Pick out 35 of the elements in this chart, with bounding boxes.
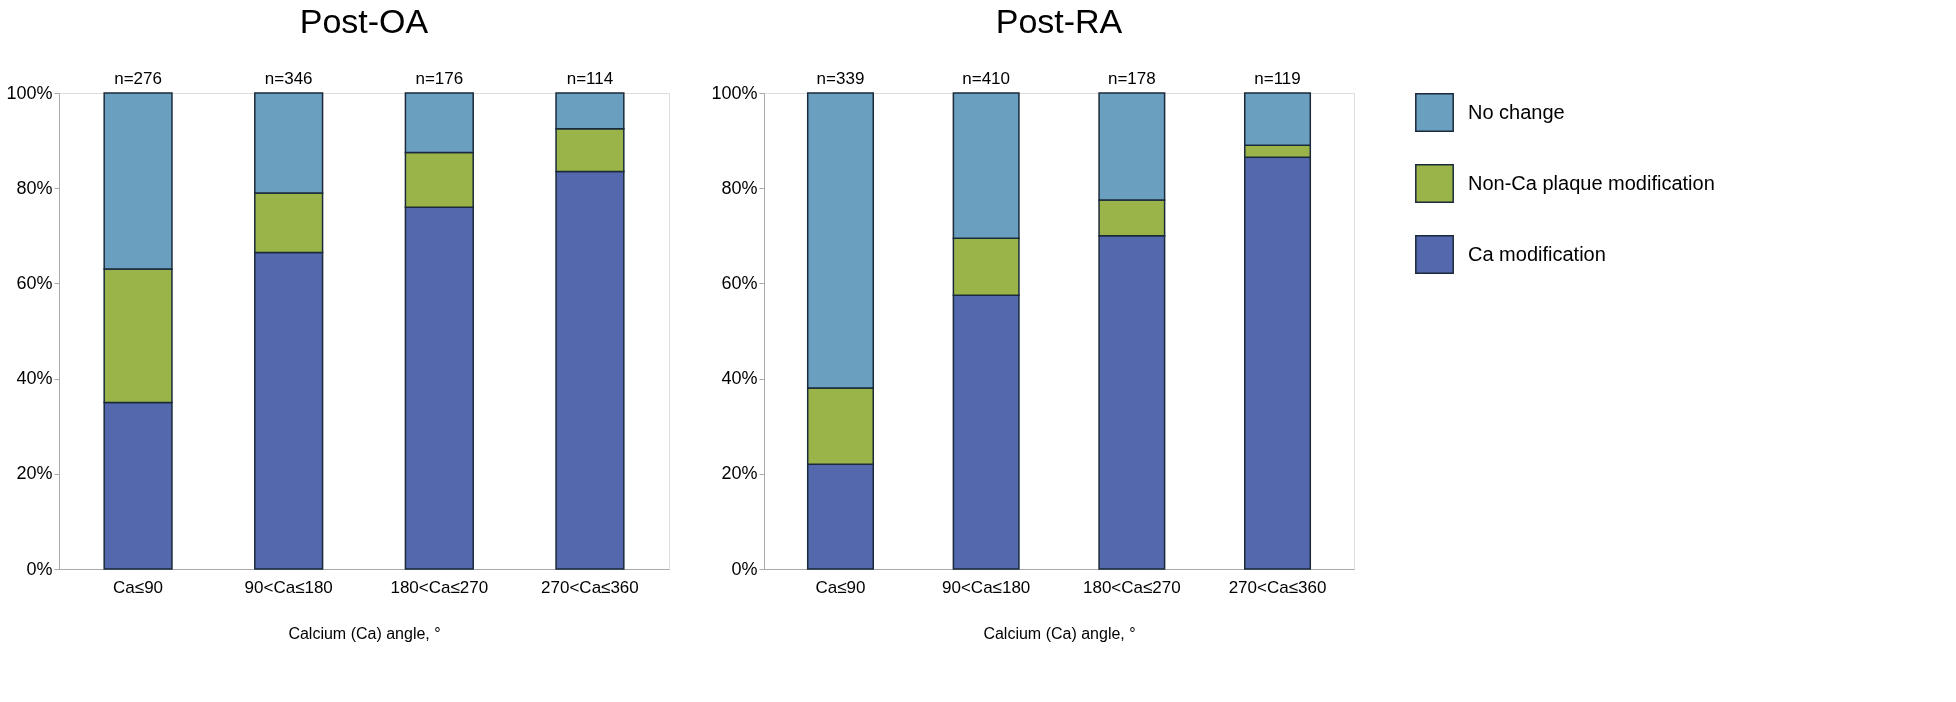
- y-tick-label: 80%: [16, 177, 53, 198]
- y-tick-label: 40%: [16, 368, 53, 389]
- x-tick-label: 180<Ca≤270: [1082, 577, 1181, 597]
- annotation: n=276: [114, 69, 162, 88]
- legend-label: Non-Ca plaque modification: [1468, 171, 1715, 194]
- y-tick-label: 0%: [731, 558, 758, 579]
- x-tick-label: Ca≤90: [815, 577, 866, 597]
- x-axis-title: Calcium (Ca) angle, °: [288, 624, 441, 642]
- y-tick-label: 80%: [721, 177, 758, 198]
- chart-title: Post-RA: [995, 2, 1123, 40]
- x-tick-label: Ca≤90: [113, 577, 164, 597]
- x-tick-label: 90<Ca≤180: [942, 577, 1031, 597]
- annotation: n=410: [962, 69, 1011, 88]
- annotation: n=178: [1107, 69, 1156, 88]
- legend-label: No change: [1468, 100, 1565, 123]
- annotation: n=176: [415, 69, 464, 88]
- y-tick-label: 40%: [721, 368, 758, 389]
- y-tick-label: 100%: [711, 82, 758, 103]
- y-tick-label: 60%: [721, 272, 758, 293]
- annotation: n=119: [1254, 69, 1301, 88]
- x-tick-label: 270<Ca≤360: [1228, 577, 1327, 597]
- y-tick-label: 60%: [16, 272, 53, 293]
- legend-label: Ca modification: [1468, 242, 1606, 265]
- annotation: n=114: [566, 69, 614, 88]
- x-tick-label: 90<Ca≤180: [244, 577, 333, 597]
- x-tick-label: 270<Ca≤360: [541, 577, 639, 597]
- y-tick-label: 20%: [16, 463, 53, 484]
- y-tick-label: 100%: [6, 82, 53, 103]
- x-tick-label: 180<Ca≤270: [390, 577, 489, 597]
- annotation: n=346: [264, 69, 313, 88]
- chart-title: Post-OA: [299, 2, 429, 40]
- x-axis-title: Calcium (Ca) angle, °: [983, 624, 1136, 642]
- y-tick-label: 20%: [721, 463, 758, 484]
- y-tick-label: 0%: [26, 558, 53, 579]
- annotation: n=339: [816, 69, 865, 88]
